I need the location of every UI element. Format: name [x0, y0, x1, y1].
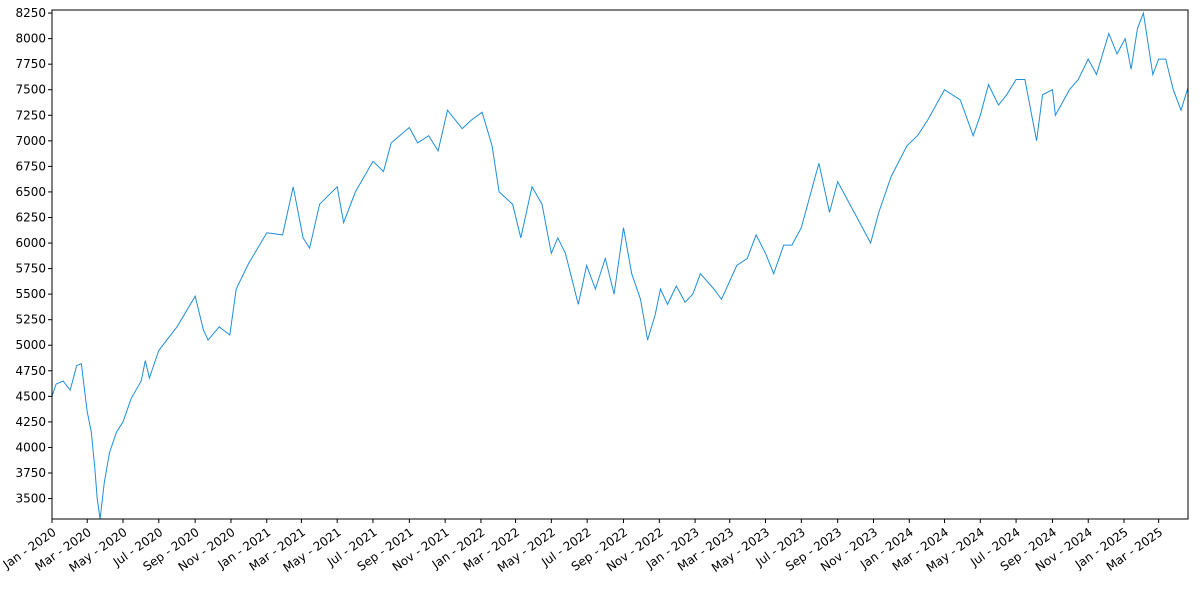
y-tick-label: 7500	[15, 83, 46, 97]
y-tick-label: 6000	[15, 236, 46, 250]
y-tick-label: 5000	[15, 338, 46, 352]
y-tick-label: 3500	[15, 492, 46, 506]
y-tick-label: 5250	[15, 313, 46, 327]
y-tick-label: 6500	[15, 185, 46, 199]
y-tick-label: 8000	[15, 32, 46, 46]
y-tick-label: 8250	[15, 6, 46, 20]
y-tick-label: 4500	[15, 389, 46, 403]
plot-frame	[51, 9, 1189, 520]
y-tick-label: 4750	[15, 364, 46, 378]
y-tick-label: 3750	[15, 466, 46, 480]
y-axis: 3500 3750 4000 4250 4500 4750 5000 5250 5500 5750…	[15, 6, 52, 506]
y-tick-label: 5750	[15, 262, 46, 276]
y-tick-label: 4250	[15, 415, 46, 429]
y-tick-label: 6250	[15, 210, 46, 224]
y-tick-label: 7250	[15, 108, 46, 122]
y-tick-label: 6750	[15, 159, 46, 173]
y-tick-label: 7000	[15, 134, 46, 148]
y-tick-label: 5500	[15, 287, 46, 301]
series-line	[51, 11, 1189, 520]
y-tick-label: 4000	[15, 440, 46, 454]
y-tick-label: 7750	[15, 57, 46, 71]
